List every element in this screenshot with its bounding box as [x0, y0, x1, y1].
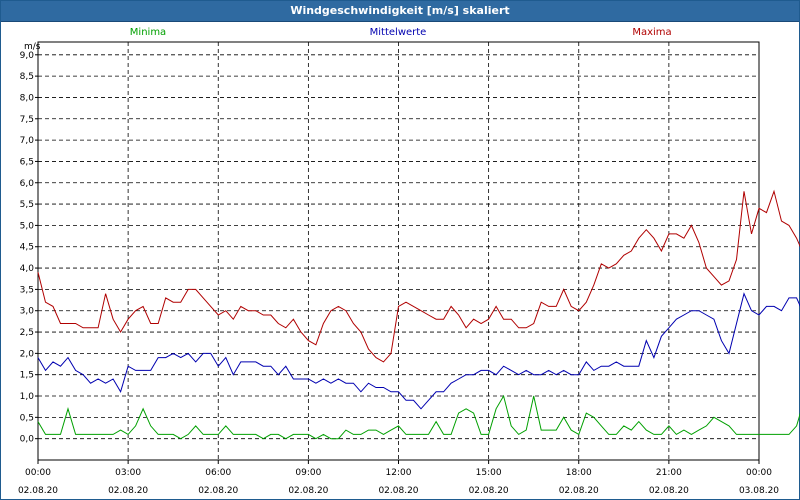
x-tick-time: 18:00: [566, 468, 592, 478]
x-tick-time: 00:00: [25, 468, 51, 478]
y-tick-label: 1,0: [20, 392, 35, 402]
y-tick-label: 6,5: [20, 157, 34, 167]
y-tick-label: 2,5: [20, 328, 34, 338]
series-lines: [37, 189, 800, 440]
x-tick-date: 02.08.20: [378, 486, 418, 496]
x-tick-time: 00:00: [746, 468, 772, 478]
x-tick-date: 02.08.20: [469, 486, 509, 496]
x-axis: 00:00 02.08.20 03:00 02.08.20 06:00 02.08.20 0…: [18, 460, 779, 496]
y-tick-label: 5,0: [20, 221, 35, 231]
series-line-minima: [37, 394, 800, 440]
x-tick-date: 02.08.20: [649, 486, 689, 496]
series-line-mittelwerte: [37, 292, 800, 410]
x-tick-time: 09:00: [295, 468, 321, 478]
y-tick-label: 9,0: [20, 51, 35, 61]
legend-mittelwerte: Mittelwerte: [370, 27, 427, 38]
y-tick-label: 8,5: [20, 72, 34, 82]
y-tick-label: 1,5: [20, 371, 34, 381]
y-tick-label: 4,5: [20, 243, 34, 253]
legend-minima: Minima: [130, 27, 166, 38]
x-tick-time: 06:00: [205, 468, 231, 478]
y-tick-label: 3,5: [20, 285, 34, 295]
legend-maxima: Maxima: [632, 27, 671, 38]
y-tick-label: 2,0: [20, 349, 35, 359]
y-tick-label: 3,0: [20, 307, 35, 317]
x-tick-time: 15:00: [476, 468, 502, 478]
chart-title: Windgeschwindigkeit [m/s] skaliert: [290, 4, 510, 17]
x-tick-date: 02.08.20: [18, 486, 58, 496]
x-tick-date: 02.08.20: [108, 486, 148, 496]
y-axis-label: m/s: [24, 42, 41, 52]
y-axis: m/s 0,0 0,5 1,0 1,5 2,0 2,5 3,0 3,5 4,0 4,5 5,0 5,5 6…: [20, 42, 41, 445]
x-tick-time: 21:00: [656, 468, 682, 478]
y-tick-label: 0,5: [20, 413, 34, 423]
title-bar: Windgeschwindigkeit [m/s] skaliert: [1, 1, 799, 22]
y-tick-label: 7,0: [20, 136, 35, 146]
plot-area: [37, 41, 760, 461]
x-tick-date: 02.08.20: [198, 486, 238, 496]
legend: Minima Mittelwerte Maxima: [130, 27, 672, 38]
series-line-maxima: [37, 189, 800, 363]
x-tick-time: 12:00: [386, 468, 412, 478]
x-tick-date: 02.08.20: [559, 486, 599, 496]
x-tick-time: 03:00: [115, 468, 141, 478]
x-tick-date: 03.08.20: [739, 486, 779, 496]
y-tick-label: 5,5: [20, 200, 34, 210]
y-tick-label: 0,0: [20, 435, 35, 445]
y-tick-label: 7,5: [20, 115, 34, 125]
y-tick-label: 6,0: [20, 179, 35, 189]
y-tick-label: 8,0: [20, 93, 35, 103]
x-tick-date: 02.08.20: [288, 486, 328, 496]
grid-lines: [38, 42, 759, 460]
y-tick-label: 4,0: [20, 264, 35, 274]
